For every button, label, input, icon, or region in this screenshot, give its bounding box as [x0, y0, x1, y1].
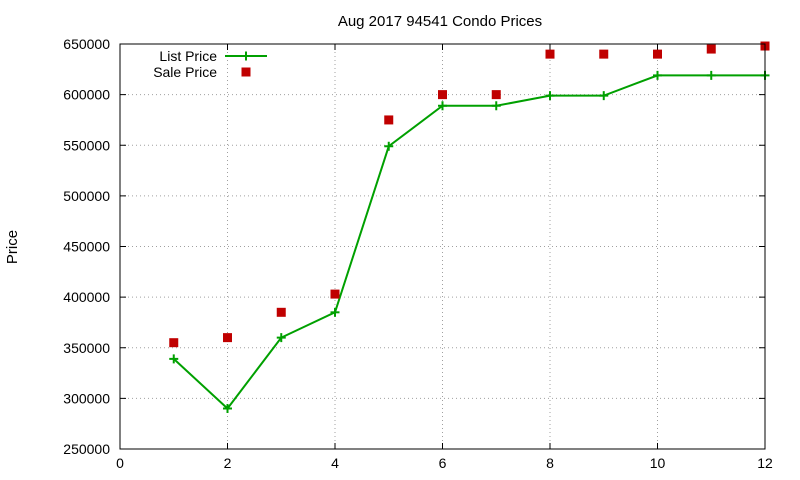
sale-price-point	[491, 90, 501, 100]
list-price-point	[384, 141, 394, 151]
sale-price-point	[276, 307, 286, 317]
y-tick-label: 300000	[63, 390, 110, 406]
sale-price-point	[223, 333, 232, 343]
sale-price-point	[384, 115, 394, 125]
y-tick-label: 550000	[63, 137, 110, 153]
sale-price-point	[599, 49, 609, 59]
axis-ticks: 0 2 4 6 8 10 12 250000 300000 350000 400000 450000 5…	[63, 36, 773, 471]
chart-title: Aug 2017 94541 Condo Prices	[338, 13, 542, 30]
y-axis-label: Price	[4, 230, 21, 264]
legend-label: List Price	[159, 48, 217, 64]
y-tick-label: 400000	[63, 289, 110, 305]
legend-cross-swatch	[241, 51, 251, 61]
x-tick-label: 4	[331, 455, 339, 471]
list-price-point	[706, 70, 716, 80]
list-price-point	[653, 70, 662, 80]
list-price-point	[276, 333, 286, 343]
sale-price-point	[545, 49, 555, 59]
list-price-point	[491, 101, 501, 111]
y-tick-label: 450000	[63, 239, 110, 255]
data-series	[169, 41, 770, 413]
y-tick-label: 250000	[63, 441, 110, 457]
sale-price-point	[438, 90, 447, 100]
plot-frame	[119, 43, 766, 450]
x-tick-label: 10	[650, 455, 666, 471]
list-price-point	[330, 307, 340, 317]
legend-square-swatch	[241, 67, 251, 77]
list-price-point	[438, 101, 447, 111]
sale-price-point	[706, 44, 716, 54]
list-price-point	[545, 91, 555, 101]
sale-price-point	[330, 289, 340, 299]
x-tick-label: 6	[439, 455, 447, 471]
x-tick-label: 12	[757, 455, 773, 471]
x-tick-label: 0	[116, 455, 124, 471]
list-price-point	[169, 354, 179, 364]
list-price-point	[223, 404, 232, 413]
y-tick-label: 600000	[63, 87, 110, 103]
x-tick-label: 8	[546, 455, 554, 471]
list-price-point	[599, 91, 609, 101]
y-tick-label: 500000	[63, 188, 110, 204]
list-price-line	[173, 74, 765, 410]
legend-label: Sale Price	[153, 64, 217, 80]
y-tick-label: 650000	[63, 36, 110, 52]
sale-price-point	[169, 338, 179, 348]
x-tick-label: 2	[224, 455, 232, 471]
y-tick-label: 350000	[63, 340, 110, 356]
sale-price-point	[653, 49, 662, 59]
